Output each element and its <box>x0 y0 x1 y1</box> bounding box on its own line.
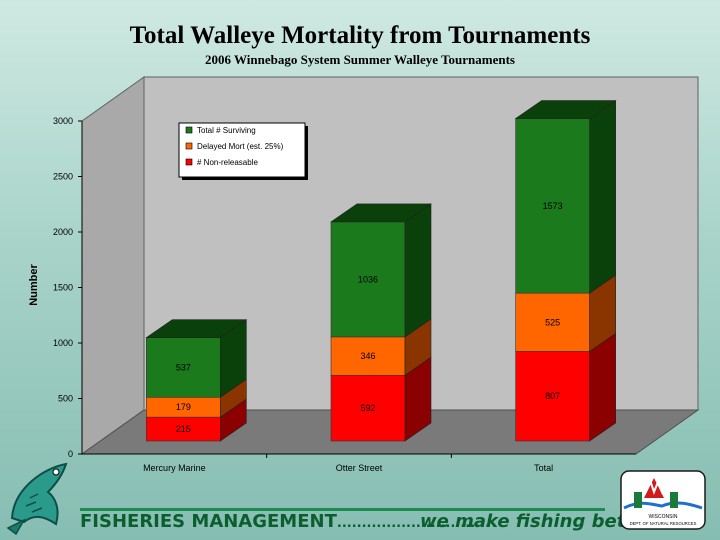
chart-title: Total Walleye Mortality from Tournaments <box>129 22 591 49</box>
bar-value-label: 1036 <box>358 274 378 284</box>
y-axis-title: Number <box>28 264 40 306</box>
legend-entry-label: Total # Surviving <box>197 126 256 135</box>
bar-value-label: 346 <box>360 351 375 361</box>
bar-value-label: 215 <box>176 424 191 434</box>
bar-value-label: 1573 <box>543 201 563 211</box>
x-category-label: Mercury Marine <box>143 463 206 473</box>
x-category-label: Otter Street <box>336 463 383 473</box>
bar-segment-side <box>404 203 432 338</box>
bar-segment-side <box>589 99 616 294</box>
chart-subtitle: 2006 Winnebago System Summer Walleye Tou… <box>205 52 515 67</box>
bar-value-label: 807 <box>545 391 560 401</box>
y-tick-label: 3000 <box>53 116 73 126</box>
wisconsin-dnr-logo: WISCONSIN DEPT. OF NATURAL RESOURCES <box>620 470 706 530</box>
footer-fisheries-text: FISHERIES MANAGEMENT....................… <box>80 511 490 532</box>
legend-entry-label: Delayed Mort (est. 25%) <box>197 142 284 151</box>
logo-line-2: DEPT. OF NATURAL RESOURCES <box>630 521 697 526</box>
y-tick-label: 2000 <box>53 227 73 237</box>
y-tick-label: 1000 <box>53 338 73 348</box>
legend-swatch <box>185 158 193 166</box>
y-tick-label: 2500 <box>53 172 73 182</box>
legend-swatch <box>185 126 193 134</box>
legend-swatch <box>185 142 193 150</box>
bar-value-label: 592 <box>360 403 375 413</box>
footer-tagline: we make fishing better <box>420 511 656 532</box>
bar-segment-front <box>330 374 406 442</box>
bar-segment-front <box>330 221 406 338</box>
bar-segment-front <box>515 351 590 442</box>
y-tick-label: 0 <box>68 449 73 459</box>
x-category-label: Total <box>534 463 553 473</box>
legend-box <box>178 122 306 178</box>
logo-line-1: WISCONSIN <box>649 514 678 520</box>
bar-segment-side <box>589 332 616 442</box>
footer-rule <box>80 508 605 511</box>
y-tick-label: 1500 <box>53 283 73 293</box>
chart-side-wall <box>81 76 145 455</box>
bar-segment-front <box>146 337 221 398</box>
walleye-fish-icon <box>6 462 68 536</box>
bar-value-label: 525 <box>545 317 560 327</box>
bar-segment-top <box>145 319 248 338</box>
bar-segment-top <box>514 100 617 119</box>
bar-value-label: 179 <box>176 402 191 412</box>
y-tick-label: 500 <box>58 394 73 404</box>
bar-segment-front <box>515 118 590 294</box>
footer-left-label: FISHERIES MANAGEMENT <box>80 511 337 532</box>
bar-value-label: 537 <box>176 362 191 372</box>
footer-dots: ............................... <box>336 516 490 531</box>
bar-segment-top <box>330 203 432 223</box>
legend-entry-label: # Non-releasable <box>197 158 258 167</box>
